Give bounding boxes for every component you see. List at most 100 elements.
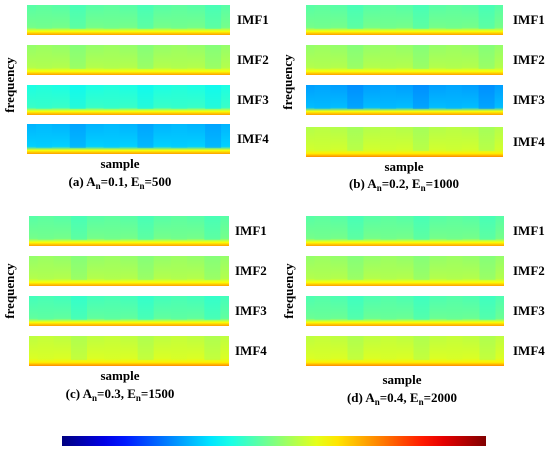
panel-a-imfs: IMF1 IMF2 IMF3 IMF4 <box>27 5 269 154</box>
panel-d-imfs: IMF1 IMF2 IMF3 IMF4 <box>306 216 545 366</box>
imf2-band <box>478 45 495 69</box>
panel-d-caption: (d) An=0.4, En=2000 <box>347 390 457 407</box>
imf1-band <box>347 5 364 29</box>
imf2-band <box>103 45 120 69</box>
imf4-band <box>103 124 120 148</box>
panel-c-imfs: IMF1 IMF2 IMF3 IMF4 <box>29 216 267 366</box>
colorbar <box>62 436 486 446</box>
imf3-band <box>479 296 496 320</box>
imf4-band <box>137 336 154 360</box>
imf3-band <box>103 85 120 109</box>
imf4-band <box>171 124 188 148</box>
imf2-band <box>347 45 364 69</box>
imf3-band <box>380 85 397 109</box>
panel-c-caption: (c) An=0.3, En=1500 <box>66 386 175 403</box>
imf1-band <box>171 5 188 29</box>
imf4-band <box>71 336 87 360</box>
panel-a-xlabel: sample <box>101 156 140 171</box>
imf2-band <box>413 256 430 280</box>
imf4-band <box>314 127 331 151</box>
imf1-heatmap <box>27 5 230 35</box>
imf3-label: IMF3 <box>237 92 269 107</box>
imf2-band <box>347 256 364 280</box>
imf1-band <box>347 216 364 240</box>
imf3-label: IMF3 <box>513 92 545 107</box>
imf1-band <box>478 5 495 29</box>
imf1-band <box>69 5 86 29</box>
imf4-band <box>69 124 86 148</box>
imf2-label: IMF2 <box>235 263 267 278</box>
imf4-heatmap <box>27 124 230 154</box>
imf1-band <box>446 216 463 240</box>
imf4-band <box>413 336 430 360</box>
imf4-label: IMF4 <box>513 343 545 358</box>
imf1-band <box>137 5 154 29</box>
imf4-band <box>35 124 52 148</box>
imf4-heatmap <box>29 336 229 366</box>
imf2-heatmap <box>306 45 503 75</box>
panel-d-ylabel: frequency <box>281 263 296 319</box>
imf3-heatmap <box>306 296 504 326</box>
imf1-label: IMF1 <box>513 12 545 27</box>
imf3-band <box>37 296 54 320</box>
imf4-band <box>314 336 331 360</box>
imf4-band <box>204 336 221 360</box>
imf1-band <box>380 216 397 240</box>
imf3-band <box>171 296 187 320</box>
imf3-heatmap <box>306 85 503 115</box>
imf3-band <box>69 85 86 109</box>
imf4-band <box>171 336 187 360</box>
imf4-heatmap <box>306 127 503 157</box>
imf1-band <box>71 216 87 240</box>
imf1-band <box>445 5 462 29</box>
imf2-band <box>314 45 331 69</box>
imf3-band <box>137 296 154 320</box>
imf2-band <box>412 45 429 69</box>
imf4-band <box>205 124 222 148</box>
imf1-band <box>104 216 121 240</box>
imf3-band <box>171 85 188 109</box>
imf1-band <box>37 216 54 240</box>
imf2-heatmap <box>29 256 229 286</box>
imf3-band <box>347 85 364 109</box>
imf1-label: IMF1 <box>235 223 267 238</box>
imf3-band <box>205 85 222 109</box>
imf4-band <box>104 336 121 360</box>
imf1-band <box>412 5 429 29</box>
imf1-band <box>314 216 331 240</box>
imf3-band <box>35 85 52 109</box>
imf2-band <box>204 256 221 280</box>
imf2-label: IMF2 <box>513 52 545 67</box>
imf3-band <box>314 85 331 109</box>
panel-d-xlabel: sample <box>383 372 422 387</box>
imf2-band <box>69 45 86 69</box>
panel-a-ylabel: frequency <box>2 57 17 113</box>
imf3-band <box>413 296 430 320</box>
imf3-band <box>445 85 462 109</box>
imf4-label: IMF4 <box>235 343 267 358</box>
imf1-heatmap <box>29 216 229 246</box>
imf4-band <box>412 127 429 151</box>
imf4-band <box>380 336 397 360</box>
imf3-band <box>314 296 331 320</box>
imf2-band <box>479 256 496 280</box>
imf4-band <box>347 127 364 151</box>
imf4-label: IMF4 <box>513 134 545 149</box>
panel-a: frequency IMF1 IMF2 IMF3 IMF4 sample (a) An… <box>2 5 269 191</box>
imf1-band <box>171 216 187 240</box>
imf4-band <box>347 336 364 360</box>
imf2-band <box>137 256 154 280</box>
imf3-heatmap <box>29 296 229 326</box>
panel-b-xlabel: sample <box>385 159 424 174</box>
imf3-band <box>446 296 463 320</box>
imf1-band <box>137 216 154 240</box>
imf2-band <box>445 45 462 69</box>
panel-c-xlabel: sample <box>101 368 140 383</box>
imf4-band <box>446 336 463 360</box>
imf1-band <box>205 5 222 29</box>
panel-c-ylabel: frequency <box>2 263 17 319</box>
imf4-label: IMF4 <box>237 131 269 146</box>
imf1-heatmap <box>306 5 503 35</box>
imf1-label: IMF1 <box>513 223 545 238</box>
